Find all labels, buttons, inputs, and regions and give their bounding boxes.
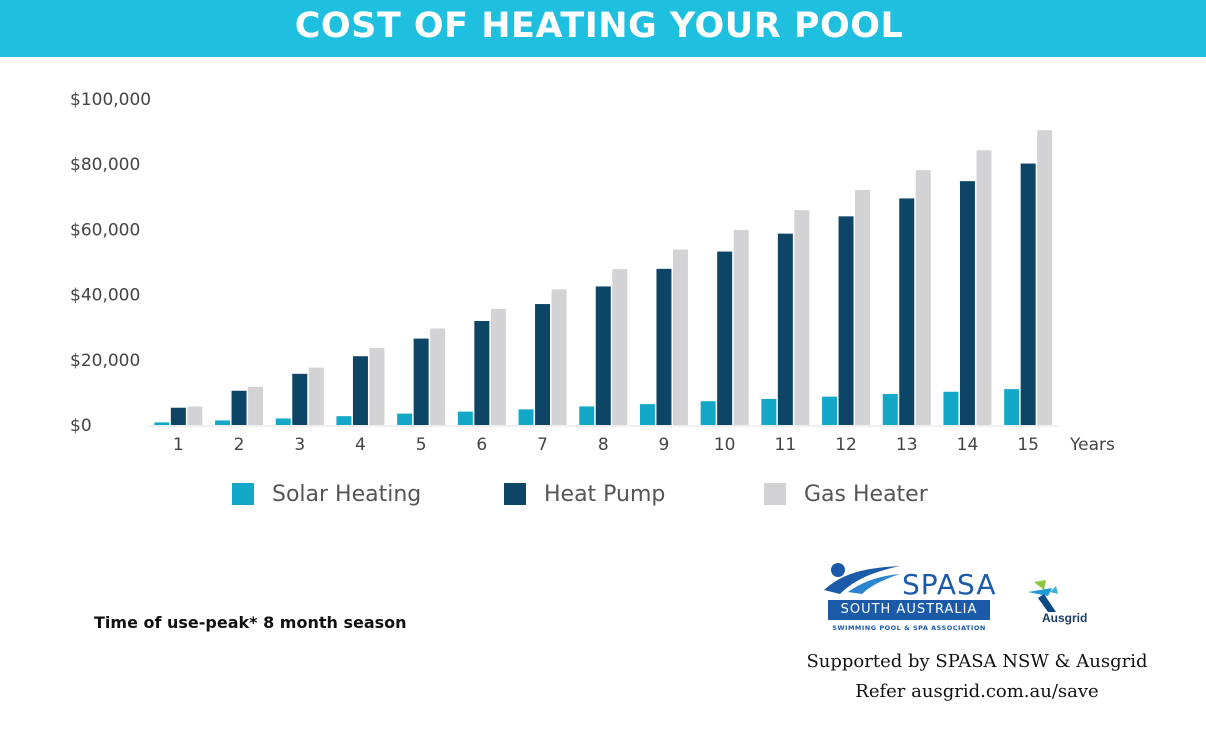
- footnote: Time of use-peak* 8 month season: [94, 613, 407, 632]
- bar-solar-heating: [336, 416, 352, 425]
- x-tick-label: 8: [598, 435, 609, 455]
- bar-heat-pump: [292, 373, 308, 425]
- bar-heat-pump: [352, 356, 368, 425]
- bar-solar-heating: [275, 418, 291, 425]
- bar-solar-heating: [215, 420, 231, 425]
- x-tick-label: 3: [294, 435, 305, 455]
- legend-label: Solar Heating: [272, 482, 422, 507]
- legend-swatch: [504, 483, 526, 505]
- bar-gas-heater: [976, 150, 992, 425]
- bar-solar-heating: [882, 394, 898, 425]
- bar-gas-heater: [612, 269, 628, 425]
- ausgrid-logo: Ausgrid: [1022, 578, 1112, 630]
- y-tick-label: $20,000: [70, 351, 140, 371]
- bar-solar-heating: [700, 401, 716, 425]
- bar-gas-heater: [672, 249, 688, 425]
- ausgrid-name: Ausgrid: [1042, 611, 1088, 625]
- legend-label: Gas Heater: [804, 482, 928, 507]
- bar-chart: $0 $20,000 $40,000 $60,000 $80,000 $100,000 1…: [70, 90, 1115, 455]
- x-tick-label: 7: [537, 435, 548, 455]
- swimmer-icon: [824, 563, 900, 594]
- y-tick-label: $60,000: [70, 220, 140, 240]
- x-tick-label: 4: [355, 435, 366, 455]
- bar-gas-heater: [1037, 130, 1053, 425]
- ausgrid-mark-icon: [1028, 580, 1058, 612]
- chart-title: COST OF HEATING YOUR POOL: [294, 6, 904, 46]
- bar-gas-heater: [369, 348, 385, 425]
- bar-solar-heating: [639, 404, 655, 425]
- bar-heat-pump: [899, 198, 915, 425]
- bar-heat-pump: [1020, 163, 1036, 425]
- x-tick-label: 9: [659, 435, 670, 455]
- bar-heat-pump: [777, 233, 793, 425]
- bar-gas-heater: [430, 328, 446, 425]
- legend-swatch: [232, 483, 254, 505]
- bar-solar-heating: [457, 411, 473, 425]
- bar-solar-heating: [579, 406, 595, 425]
- bar-gas-heater: [308, 367, 324, 425]
- bar-solar-heating: [1004, 389, 1020, 425]
- bar-gas-heater: [187, 406, 203, 425]
- spasa-subtitle: SWIMMING POOL & SPA ASSOCIATION: [832, 624, 986, 632]
- x-axis-unit-label: Years: [1069, 435, 1115, 455]
- bar-gas-heater: [794, 210, 810, 425]
- bar-heat-pump: [231, 390, 247, 425]
- bar-gas-heater: [248, 386, 264, 425]
- y-tick-label: $40,000: [70, 286, 140, 306]
- legend-swatch: [764, 483, 786, 505]
- x-tick-label: 6: [476, 435, 487, 455]
- bar-gas-heater: [490, 308, 506, 425]
- y-tick-label: $80,000: [70, 155, 140, 175]
- x-tick-label: 13: [896, 435, 918, 455]
- bar-heat-pump: [717, 251, 733, 425]
- bar-heat-pump: [595, 286, 611, 425]
- bar-solar-heating: [154, 422, 170, 425]
- bar-heat-pump: [170, 407, 186, 425]
- bar-solar-heating: [761, 398, 777, 425]
- y-tick-label: $0: [70, 416, 92, 436]
- x-tick-label: 15: [1017, 435, 1039, 455]
- x-tick-label: 11: [775, 435, 797, 455]
- bar-solar-heating: [943, 391, 959, 425]
- bar-heat-pump: [959, 181, 975, 425]
- bar-gas-heater: [855, 189, 871, 425]
- bar-solar-heating: [397, 413, 413, 425]
- bar-heat-pump: [656, 268, 672, 425]
- spasa-name: SPASA: [902, 568, 997, 601]
- bar-heat-pump: [838, 216, 854, 425]
- x-tick-label: 2: [234, 435, 245, 455]
- x-tick-label: 14: [957, 435, 979, 455]
- y-axis: $0 $20,000 $40,000 $60,000 $80,000 $100,000: [70, 90, 151, 436]
- y-tick-label: $100,000: [70, 90, 151, 110]
- bar-gas-heater: [551, 289, 567, 425]
- bar-heat-pump: [474, 321, 490, 425]
- bar-gas-heater: [915, 170, 931, 425]
- x-tick-label: 5: [416, 435, 427, 455]
- x-tick-label: 12: [835, 435, 857, 455]
- supported-by-text: Supported by SPASA NSW & Ausgrid: [806, 651, 1148, 672]
- bar-gas-heater: [733, 230, 749, 425]
- legend-label: Heat Pump: [544, 482, 666, 507]
- title-banner: COST OF HEATING YOUR POOL: [0, 0, 1206, 57]
- bar-heat-pump: [413, 338, 429, 425]
- bar-solar-heating: [518, 409, 534, 425]
- refer-text: Refer ausgrid.com.au/save: [855, 681, 1099, 702]
- bar-series: [154, 130, 1053, 425]
- x-axis: 1 2 3 4 5 6 7 8 9 10 11 12 13 14 15 Years: [148, 425, 1115, 455]
- spasa-region: SOUTH AUSTRALIA: [828, 600, 990, 620]
- x-tick-label: 1: [173, 435, 184, 455]
- x-tick-label: 10: [714, 435, 736, 455]
- spasa-logo: SPASA SOUTH AUSTRALIA SWIMMING POOL & SP…: [822, 560, 995, 638]
- bar-solar-heating: [822, 396, 838, 425]
- bar-heat-pump: [535, 304, 551, 425]
